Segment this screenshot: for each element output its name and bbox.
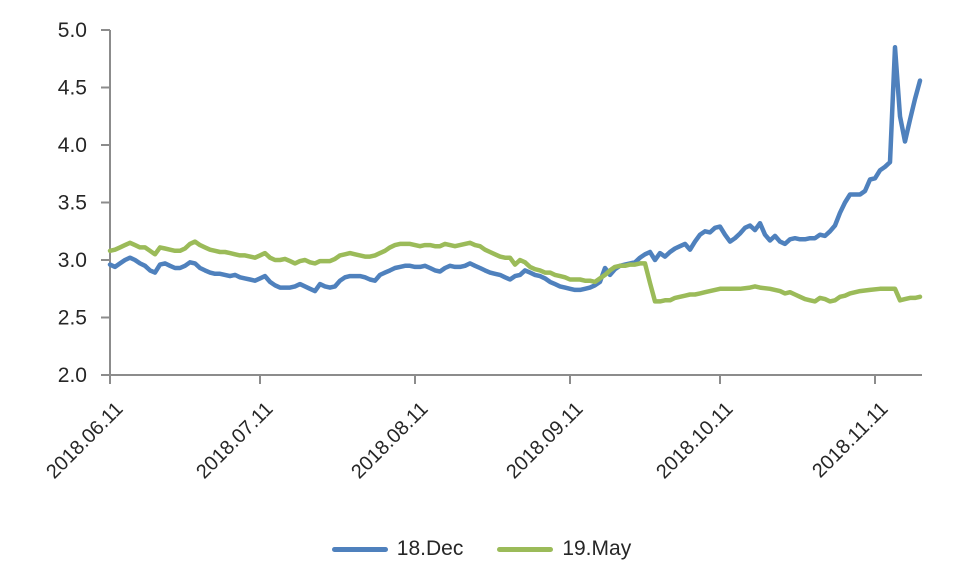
y-tick-label: 5.0 xyxy=(58,19,87,42)
y-tick-label: 2.5 xyxy=(58,307,87,330)
x-tick-label: 2018.08.11 xyxy=(347,398,432,483)
plot-area: 2.0 2.5 3.0 3.5 4.0 4.5 5.0 2018.06.11 2018.07.1… xyxy=(42,19,923,483)
legend: 18.Dec 19.May xyxy=(0,532,963,566)
x-tick-label: 2018.06.11 xyxy=(42,398,127,483)
y-tick-label: 2.0 xyxy=(58,364,87,387)
y-tick-label: 3.5 xyxy=(58,192,87,215)
x-tick-label: 2018.09.11 xyxy=(502,398,587,483)
y-tick-label: 3.0 xyxy=(58,249,87,272)
series-line-19may xyxy=(107,239,923,304)
y-tick-label: 4.0 xyxy=(58,134,87,157)
x-tick-label: 2018.07.11 xyxy=(192,398,277,483)
legend-label-19may: 19.May xyxy=(562,537,632,560)
legend-swatch-18dec xyxy=(331,546,388,552)
x-tick-label: 2018.11.11 xyxy=(808,398,892,482)
x-tick-label: 2018.10.11 xyxy=(652,398,737,483)
y-tick-label: 4.5 xyxy=(58,77,87,100)
legend-item-18dec: 18.Dec xyxy=(331,537,464,561)
legend-swatch-19may xyxy=(497,546,554,552)
series-line-18dec xyxy=(107,45,923,294)
legend-label-18dec: 18.Dec xyxy=(396,537,464,560)
legend-item-19may: 19.May xyxy=(497,537,631,561)
